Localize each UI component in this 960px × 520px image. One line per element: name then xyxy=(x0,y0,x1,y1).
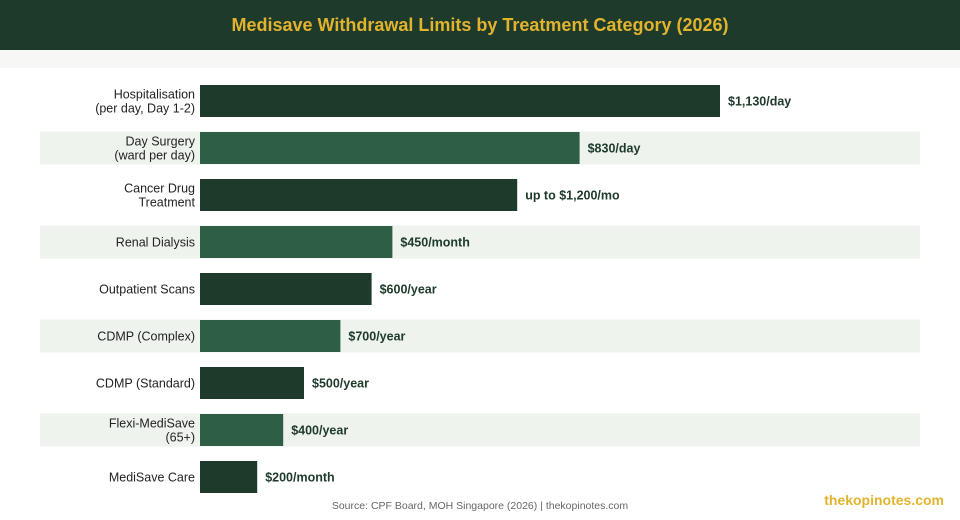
data-label: $1,130/day xyxy=(728,95,791,109)
category-labels: Hospitalisation (per day, Day 1-2) Day Sur… xyxy=(95,88,196,485)
row-band xyxy=(40,413,920,447)
category-label: Flexi-MediSave (65+) xyxy=(109,417,195,445)
row-band xyxy=(40,225,920,259)
category-label: Day Surgery (ward per day) xyxy=(114,135,195,163)
brand-watermark: thekopinotes.com xyxy=(824,492,944,508)
bar xyxy=(200,132,580,164)
bars xyxy=(200,85,720,493)
row-bands xyxy=(40,131,920,447)
bar xyxy=(200,179,518,211)
bar xyxy=(200,461,258,493)
row-band xyxy=(40,319,920,353)
bar xyxy=(200,367,304,399)
bar xyxy=(200,273,372,305)
data-label: up to $1,200/mo xyxy=(525,189,620,203)
category-label: Cancer Drug Treatment xyxy=(124,182,195,210)
category-label: CDMP (Standard) xyxy=(96,377,195,391)
bar xyxy=(200,320,341,352)
bar xyxy=(200,85,720,117)
category-label: Outpatient Scans xyxy=(99,283,195,297)
category-label: Hospitalisation (per day, Day 1-2) xyxy=(95,88,195,116)
bar xyxy=(200,414,284,446)
category-label: CDMP (Complex) xyxy=(97,330,195,344)
chart-title: Medisave Withdrawal Limits by Treatment … xyxy=(231,14,729,35)
header-subband xyxy=(0,50,960,68)
data-label: $500/year xyxy=(312,377,369,391)
bar xyxy=(200,226,393,258)
data-label: $200/month xyxy=(265,471,334,485)
data-label: $830/day xyxy=(588,142,641,156)
data-label: $400/year xyxy=(291,424,348,438)
category-label: Renal Dialysis xyxy=(116,236,195,250)
value-labels: $1,130/day $830/day up to $1,200/mo $450/mo… xyxy=(265,95,791,485)
category-label: MediSave Care xyxy=(109,471,195,485)
data-label: $700/year xyxy=(348,330,405,344)
source-note: Source: CPF Board, MOH Singapore (2026) … xyxy=(331,500,629,512)
data-label: $600/year xyxy=(380,283,437,297)
data-label: $450/month xyxy=(400,236,469,250)
chart-header: Medisave Withdrawal Limits by Treatment … xyxy=(0,0,960,50)
